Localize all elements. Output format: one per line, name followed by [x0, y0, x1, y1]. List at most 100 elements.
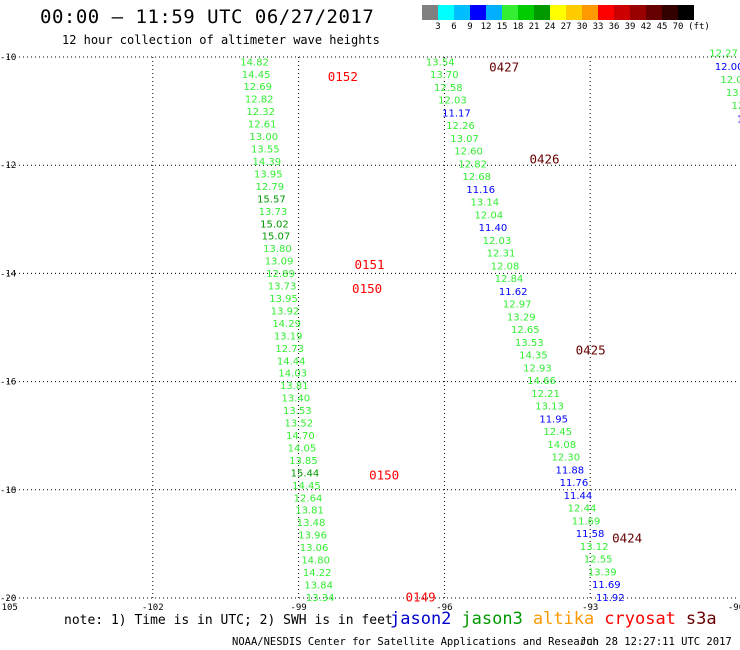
- wave-height-value: 13.40: [281, 394, 310, 405]
- wave-height-value: 13.39: [588, 567, 617, 578]
- wave-height-value: 12.44: [568, 504, 597, 515]
- lat-tick-label: -14: [0, 269, 16, 279]
- wave-height-value: 13.81: [295, 506, 324, 517]
- wave-height-value: 14.22: [303, 568, 332, 579]
- wave-height-value: 11.76: [560, 478, 589, 489]
- wave-height-value: 12.31: [487, 249, 516, 260]
- color-scale-cell: [630, 5, 646, 20]
- color-scale-label: 21: [528, 22, 540, 32]
- color-scale-bar: [422, 5, 694, 20]
- wave-height-value: 11.88: [556, 465, 585, 476]
- lat-tick-label: -12: [0, 161, 16, 171]
- color-scale-label: 18: [512, 22, 524, 32]
- color-scale-cell: [598, 5, 614, 20]
- wave-height-value: 12.89: [266, 269, 295, 280]
- color-scale-cell: [454, 5, 470, 20]
- color-scale-cell: [646, 5, 662, 20]
- credit-line: NOAA/NESDIS Center for Satellite Applica…: [232, 636, 599, 648]
- pass-time-label: 0150: [369, 468, 399, 483]
- pass-time-label: 0150: [352, 281, 382, 296]
- wave-height-value: 14.45: [292, 481, 321, 492]
- wave-height-value: 12.5: [731, 101, 740, 112]
- color-scale-label: 12: [480, 22, 492, 32]
- wave-height-value: 12.69: [243, 82, 272, 93]
- wave-height-value: 14.44: [277, 356, 306, 367]
- color-scale-label: 24: [544, 22, 556, 32]
- wave-height-value: 14.03: [278, 369, 307, 380]
- wave-height-value: 11.58: [576, 529, 605, 540]
- color-scale-label: 42: [640, 22, 652, 32]
- wave-height-value: 13.53: [515, 338, 544, 349]
- satellite-cryosat: cryosat: [604, 609, 676, 629]
- color-scale-cell: [422, 5, 438, 20]
- color-scale-unit: (ft): [688, 22, 710, 32]
- wave-height-value: 12.64: [294, 493, 323, 504]
- wave-height-value: 12.03: [438, 96, 467, 107]
- wave-height-value: 14.45: [242, 70, 271, 81]
- satellite-jason3: jason3: [461, 609, 523, 629]
- color-scale-label: 9: [467, 22, 473, 32]
- wave-height-value: 13.81: [280, 381, 309, 392]
- wave-height-value: 13.44: [726, 88, 740, 99]
- color-scale-cell: [566, 5, 582, 20]
- pass-time-label: 0149: [406, 589, 436, 604]
- wave-height-value: 12.21: [531, 389, 560, 400]
- color-scale-cell: [518, 5, 534, 20]
- wave-height-value: 12.32: [246, 107, 275, 118]
- pass-time-label: 0426: [529, 152, 559, 167]
- wave-height-value: 15.57: [257, 194, 286, 205]
- wave-height-value: 14.35: [519, 351, 548, 362]
- lat-tick-label: -18: [0, 486, 16, 496]
- color-scale-label: 45: [656, 22, 668, 32]
- color-scale-cell: [582, 5, 598, 20]
- wave-height-value: 12.61: [248, 120, 277, 131]
- lat-tick-label: -16: [0, 378, 16, 388]
- wave-height-value: 11.69: [572, 516, 601, 527]
- wave-height-value: 13.80: [263, 244, 292, 255]
- pass-time-label: 0424: [612, 530, 642, 545]
- wave-height-value: 13.95: [269, 294, 298, 305]
- color-scale-label: 30: [576, 22, 588, 32]
- wave-height-value: 11.40: [479, 223, 508, 234]
- color-scale-cell: [614, 5, 630, 20]
- wave-height-value: 13.53: [283, 406, 312, 417]
- wave-height-value: 14.70: [286, 431, 315, 442]
- lat-tick-label: -20: [0, 594, 16, 604]
- lon-tick-label: -93: [582, 603, 598, 613]
- page-subtitle: 12 hour collection of altimeter wave hei…: [62, 33, 380, 47]
- color-scale-cell: [486, 5, 502, 20]
- pass-time-label: 0151: [354, 257, 384, 272]
- wave-height-value: 12.26: [446, 121, 475, 132]
- wave-height-value: 12.08: [491, 261, 520, 272]
- wave-height-value: 13.70: [430, 70, 459, 81]
- wave-height-value: 14.08: [547, 440, 576, 451]
- lon-tick-label: -102: [142, 603, 164, 613]
- color-scale-label: 33: [592, 22, 604, 32]
- wave-height-value: 11.9: [737, 114, 740, 125]
- wave-height-value: 13.48: [297, 518, 326, 529]
- pass-time-label: 0425: [576, 343, 606, 358]
- wave-height-value: 13.12: [580, 542, 609, 553]
- color-scale-label: 3: [435, 22, 441, 32]
- color-scale-label: 27: [560, 22, 572, 32]
- color-scale-cell: [534, 5, 550, 20]
- wave-height-value: 14.82: [240, 57, 269, 68]
- satellite-s3a: s3a: [685, 609, 717, 629]
- wave-height-value: 13.13: [535, 402, 564, 413]
- wave-height-value: 12.73: [275, 344, 304, 355]
- wave-height-value: 11.44: [564, 491, 593, 502]
- color-scale-cell: [678, 5, 694, 20]
- color-scale-label: 15: [496, 22, 508, 32]
- wave-height-value: 11.62: [499, 287, 528, 298]
- wave-height-value: 14.80: [301, 556, 330, 567]
- wave-height-value: 11.92: [596, 593, 625, 604]
- wave-height-value: 12.82: [245, 95, 274, 106]
- lon-tick-label: -96: [436, 603, 452, 613]
- color-scale-cell: [662, 5, 678, 20]
- wave-height-value: 13.54: [426, 57, 455, 68]
- wave-height-value: 13.00: [249, 132, 278, 143]
- wave-height-value: 15.02: [260, 219, 289, 230]
- wave-height-value: 13.14: [470, 198, 499, 209]
- page-title: 00:00 – 11:59 UTC 06/27/2017: [40, 6, 375, 28]
